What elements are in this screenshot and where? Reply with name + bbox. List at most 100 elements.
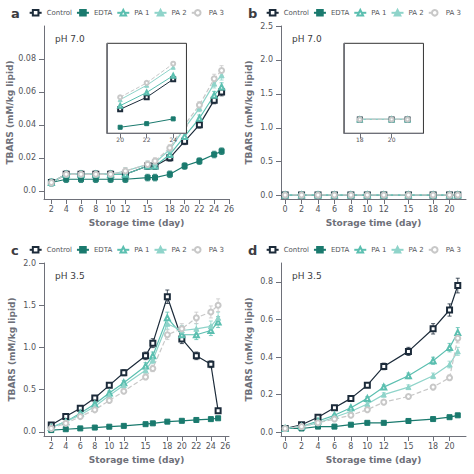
svg-text:20: 20 — [177, 442, 187, 451]
svg-text:1.0: 1.0 — [23, 343, 36, 352]
svg-text:Storage time (day): Storage time (day) — [326, 455, 422, 465]
svg-text:6: 6 — [332, 205, 337, 214]
svg-text:22: 22 — [194, 205, 204, 214]
svg-text:Control: Control — [47, 246, 72, 254]
svg-text:0: 0 — [283, 442, 288, 451]
svg-text:PA 1: PA 1 — [371, 9, 386, 17]
svg-text:12: 12 — [120, 205, 130, 214]
svg-text:10: 10 — [104, 442, 114, 451]
svg-text:pH 7.0: pH 7.0 — [292, 34, 322, 44]
svg-text:2: 2 — [299, 442, 304, 451]
svg-text:0.02: 0.02 — [18, 153, 36, 162]
svg-text:Storage time (day): Storage time (day) — [89, 455, 185, 465]
svg-text:8: 8 — [348, 442, 353, 451]
svg-text:PA 1: PA 1 — [134, 246, 149, 254]
svg-text:4: 4 — [315, 205, 320, 214]
svg-text:2.0: 2.0 — [23, 259, 36, 268]
svg-text:18: 18 — [428, 205, 438, 214]
svg-text:0.0: 0.0 — [23, 427, 36, 436]
svg-text:18: 18 — [428, 442, 438, 451]
svg-text:PA 1: PA 1 — [371, 246, 386, 254]
svg-text:TBARS (mM/kg lipid): TBARS (mM/kg lipid) — [5, 60, 15, 164]
svg-text:2.0: 2.0 — [260, 55, 273, 64]
svg-text:TBARS (mM/kg lipid): TBARS (mM/kg lipid) — [244, 60, 254, 164]
svg-text:0.0: 0.0 — [23, 186, 36, 195]
svg-text:20: 20 — [388, 136, 396, 143]
svg-text:PA 2: PA 2 — [172, 246, 187, 254]
svg-text:6: 6 — [78, 205, 83, 214]
svg-text:a: a — [11, 6, 20, 21]
svg-text:TBARS (mM/kg lipid): TBARS (mM/kg lipid) — [7, 297, 17, 401]
svg-text:10: 10 — [362, 205, 372, 214]
svg-text:Storage time (day): Storage time (day) — [326, 218, 422, 228]
svg-text:EDTA: EDTA — [94, 9, 113, 17]
svg-text:PA 2: PA 2 — [409, 9, 424, 17]
svg-text:8: 8 — [92, 442, 97, 451]
svg-text:TBARS (mM/kg lipid): TBARS (mM/kg lipid) — [244, 297, 254, 401]
svg-text:18: 18 — [165, 205, 175, 214]
svg-text:20: 20 — [444, 205, 454, 214]
svg-text:d: d — [248, 243, 257, 258]
svg-text:pH 3.5: pH 3.5 — [292, 271, 322, 281]
svg-text:0.04: 0.04 — [18, 120, 36, 129]
svg-text:12: 12 — [379, 205, 389, 214]
svg-text:18: 18 — [356, 136, 364, 143]
svg-text:20: 20 — [180, 205, 190, 214]
svg-text:12: 12 — [379, 442, 389, 451]
svg-text:26: 26 — [220, 442, 230, 451]
svg-text:4: 4 — [315, 442, 320, 451]
svg-text:0.5: 0.5 — [23, 385, 36, 394]
svg-text:0.4: 0.4 — [260, 353, 273, 362]
svg-text:PA 3: PA 3 — [446, 9, 461, 17]
svg-text:PA 2: PA 2 — [172, 9, 187, 17]
svg-text:8: 8 — [93, 205, 98, 214]
svg-text:0.6: 0.6 — [260, 315, 273, 324]
svg-text:6: 6 — [78, 442, 83, 451]
svg-text:8: 8 — [348, 205, 353, 214]
svg-text:0: 0 — [283, 205, 288, 214]
svg-text:PA 3: PA 3 — [209, 246, 224, 254]
svg-text:2: 2 — [299, 205, 304, 214]
svg-text:1.5: 1.5 — [260, 89, 273, 98]
svg-text:EDTA: EDTA — [94, 246, 113, 254]
svg-text:pH 3.5: pH 3.5 — [55, 271, 85, 281]
svg-text:0.08: 0.08 — [18, 54, 36, 63]
svg-text:Control: Control — [284, 246, 309, 254]
svg-text:24: 24 — [169, 136, 177, 143]
svg-text:Control: Control — [47, 9, 72, 17]
svg-text:4: 4 — [63, 442, 68, 451]
svg-text:0.2: 0.2 — [260, 390, 273, 399]
svg-text:PA 2: PA 2 — [409, 246, 424, 254]
svg-text:10: 10 — [106, 205, 116, 214]
svg-text:15: 15 — [143, 205, 153, 214]
svg-text:6: 6 — [332, 442, 337, 451]
svg-text:0.5: 0.5 — [260, 157, 273, 166]
svg-text:24: 24 — [209, 205, 219, 214]
svg-text:b: b — [248, 6, 257, 21]
svg-text:c: c — [11, 243, 19, 258]
svg-text:24: 24 — [206, 442, 216, 451]
svg-text:22: 22 — [191, 442, 201, 451]
svg-text:18: 18 — [162, 442, 172, 451]
svg-text:Control: Control — [284, 9, 309, 17]
svg-text:Storage time (day): Storage time (day) — [89, 218, 185, 228]
svg-text:0.0: 0.0 — [260, 191, 273, 200]
svg-text:PA 3: PA 3 — [209, 9, 224, 17]
svg-text:PA 3: PA 3 — [446, 246, 461, 254]
svg-text:1.0: 1.0 — [260, 123, 273, 132]
svg-text:15: 15 — [403, 442, 413, 451]
svg-text:26: 26 — [224, 205, 234, 214]
svg-text:15: 15 — [403, 205, 413, 214]
svg-text:20: 20 — [444, 442, 454, 451]
svg-text:12: 12 — [119, 442, 129, 451]
svg-text:15: 15 — [140, 442, 150, 451]
svg-text:10: 10 — [362, 442, 372, 451]
svg-text:0.8: 0.8 — [260, 277, 273, 286]
svg-text:2: 2 — [49, 205, 54, 214]
svg-text:EDTA: EDTA — [331, 246, 350, 254]
svg-text:0.0: 0.0 — [260, 428, 273, 437]
svg-text:2: 2 — [49, 442, 54, 451]
svg-text:20: 20 — [116, 136, 124, 143]
svg-text:22: 22 — [143, 136, 151, 143]
svg-text:pH 7.0: pH 7.0 — [55, 34, 85, 44]
